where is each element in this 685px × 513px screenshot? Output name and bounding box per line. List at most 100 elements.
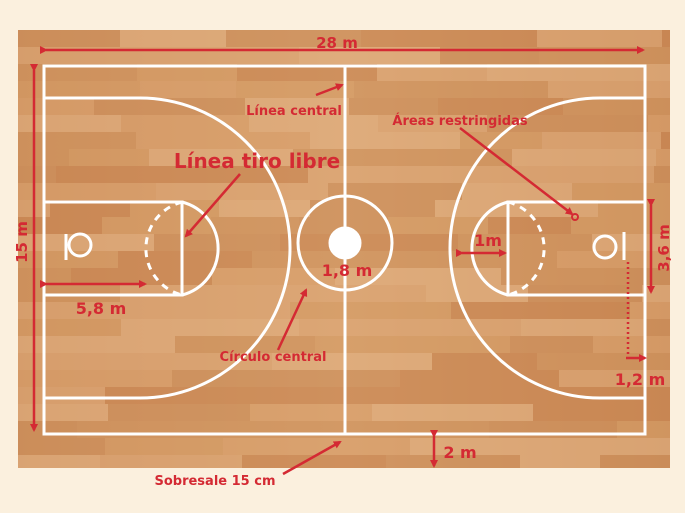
- wood-plank: [293, 149, 382, 166]
- wood-plank: [100, 455, 242, 468]
- wood-plank: [140, 81, 236, 98]
- wood-plank: [335, 268, 501, 285]
- wood-plank: [18, 438, 105, 455]
- wood-plank: [175, 336, 315, 353]
- wood-plank: [18, 370, 172, 387]
- length-label: 28 m: [316, 34, 358, 52]
- wood-plank: [105, 387, 286, 404]
- wood-plank: [501, 268, 629, 285]
- wood-plank: [290, 302, 451, 319]
- wood-plank: [542, 132, 661, 149]
- wood-plank: [156, 183, 328, 200]
- outer-margin-label: 2 m: [443, 443, 476, 462]
- wood-plank: [630, 302, 670, 319]
- wood-plank: [600, 455, 670, 468]
- wood-plank: [656, 149, 670, 166]
- wood-plank: [18, 132, 136, 149]
- wood-plank: [138, 302, 290, 319]
- wood-plank: [557, 251, 670, 268]
- right-free-throw-circle-solid: [470, 200, 509, 297]
- free-throw-line-label: Línea tiro libre: [174, 149, 340, 173]
- wood-plank: [562, 387, 656, 404]
- center-line-pointer: [315, 83, 344, 97]
- wood-plank: [308, 166, 483, 183]
- wood-plank: [130, 200, 219, 217]
- wood-plank: [557, 438, 642, 455]
- wood-plank: [521, 319, 645, 336]
- center-line-label: Línea central: [246, 104, 342, 119]
- wood-plank: [18, 302, 138, 319]
- center-jump-circle: [328, 226, 362, 260]
- wood-plank: [458, 234, 592, 251]
- wood-plank: [18, 234, 154, 251]
- wood-plank: [410, 438, 557, 455]
- wood-plank: [18, 336, 175, 353]
- wood-plank: [94, 98, 245, 115]
- wood-plank: [252, 251, 418, 268]
- wood-plank: [108, 404, 250, 421]
- wood-plank: [226, 30, 361, 47]
- wood-plank: [211, 217, 299, 234]
- wood-plank: [593, 336, 670, 353]
- width-label: 15 m: [13, 221, 31, 263]
- left-key: [42, 200, 184, 297]
- wood-plank: [662, 30, 670, 47]
- left-three-point-arc: [44, 96, 292, 400]
- wood-plank: [18, 166, 56, 183]
- wood-plank: [310, 200, 435, 217]
- overhang-label: Sobresale 15 cm: [154, 474, 275, 489]
- wood-plank: [18, 387, 105, 404]
- wood-plank: [451, 302, 630, 319]
- wood-plank: [105, 438, 223, 455]
- wood-plank: [510, 336, 593, 353]
- wood-plank: [212, 268, 335, 285]
- wood-plank: [280, 234, 458, 251]
- wood-plank: [548, 81, 670, 98]
- wood-plank: [219, 200, 310, 217]
- free-throw-distance-label: 5,8 m: [76, 299, 127, 318]
- right-hoop: [592, 234, 618, 260]
- right-free-throw-circle-dashed: [507, 200, 546, 297]
- wood-plank: [18, 30, 120, 47]
- wood-plank: [487, 64, 670, 81]
- wood-plank: [18, 217, 102, 234]
- wood-plank: [452, 387, 562, 404]
- wood-plank: [442, 81, 548, 98]
- wood-plank: [121, 319, 299, 336]
- wood-plank: [50, 200, 130, 217]
- wood-plank: [272, 353, 432, 370]
- wood-plank: [388, 217, 488, 234]
- wood-plank: [18, 353, 155, 370]
- center-circle-label: Círculo central: [220, 350, 327, 365]
- wood-plank: [118, 251, 252, 268]
- wood-plank: [71, 268, 212, 285]
- wood-plank: [310, 132, 460, 149]
- wood-plank: [18, 81, 140, 98]
- wood-plank: [286, 387, 452, 404]
- overhang-pointer: [282, 440, 342, 476]
- wood-plank: [438, 98, 563, 115]
- wood-plank: [18, 455, 100, 468]
- wood-plank: [483, 166, 654, 183]
- annotation-arrows: [30, 46, 655, 476]
- wood-plank: [354, 81, 442, 98]
- wood-plank: [642, 438, 670, 455]
- left-hoop: [67, 232, 93, 258]
- center-circle-pointer: [276, 288, 308, 351]
- wood-plank: [69, 149, 149, 166]
- wood-plank: [378, 115, 487, 132]
- wood-plank: [656, 387, 670, 404]
- wood-plank: [236, 81, 354, 98]
- wood-plank: [559, 370, 670, 387]
- wood-plank: [250, 404, 372, 421]
- wood-plank: [520, 455, 600, 468]
- free-throw-pointer: [184, 173, 241, 238]
- wood-plank: [18, 98, 94, 115]
- wood-plank: [432, 353, 537, 370]
- wood-plank: [645, 319, 670, 336]
- left-free-throw-circle-solid: [181, 200, 220, 297]
- wood-plank: [223, 438, 410, 455]
- wood-plank: [18, 183, 156, 200]
- wood-plank: [388, 319, 521, 336]
